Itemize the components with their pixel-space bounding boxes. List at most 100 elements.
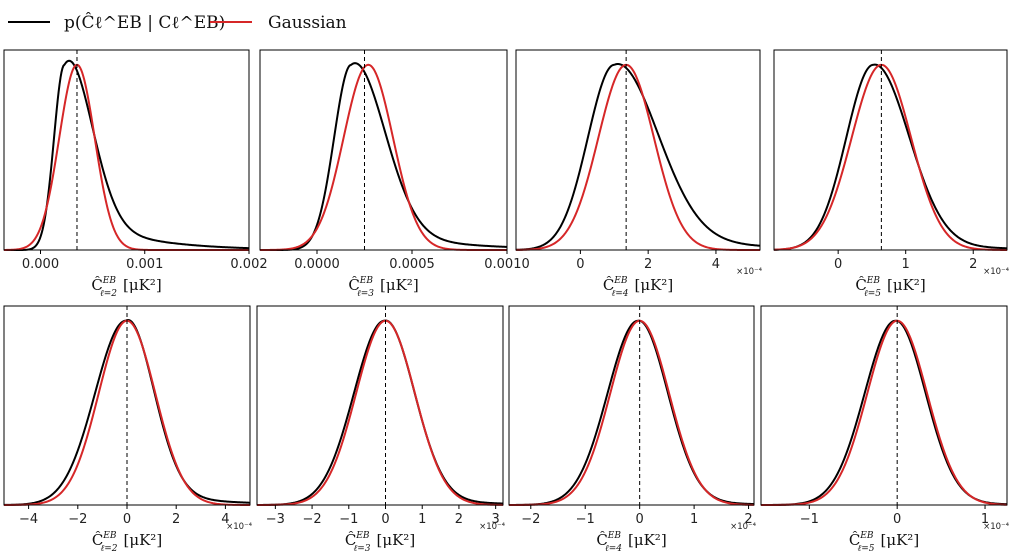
x-tick-label: 2 <box>969 257 977 272</box>
x-tick-label: −1 <box>339 512 358 527</box>
x-axis-label-symbol: Ĉ <box>91 276 102 294</box>
x-tick-label: 0 <box>123 512 131 527</box>
x-axis-label-unit: [μK²] <box>123 276 162 294</box>
x-axis-label-symbol: Ĉ <box>348 276 359 294</box>
x-axis-label-sub: ℓ=4 <box>611 289 628 299</box>
x-tick-label: 0 <box>381 512 389 527</box>
axes-frame-4 <box>773 49 1008 251</box>
x-tick-label: 2 <box>172 512 180 527</box>
panel-7: −2 −1 0 1 2×10⁻⁴ ĈEB ℓ=4 [μK²] <box>508 305 757 554</box>
x-tick-label: 1 <box>981 512 989 527</box>
x-axis-label-unit: [μK²] <box>124 531 163 549</box>
panel-8: −1 0 1×10⁻⁴ ĈEB ℓ=5 [μK²] <box>760 305 1010 554</box>
curve-gaussian-6 <box>257 319 504 506</box>
x-tick-label: −3 <box>266 512 285 527</box>
x-tick-label: −1 <box>576 512 595 527</box>
x-axis-label-sup: EB <box>859 531 874 541</box>
x-tick-label: 0.001 <box>126 257 163 272</box>
x-axis-label-symbol: Ĉ <box>345 531 356 549</box>
x-tick-label: 2 <box>644 257 652 272</box>
x-axis-label-unit: [μK²] <box>377 531 416 549</box>
x-tick-label: 2 <box>744 512 752 527</box>
curve-likelihood-6 <box>257 319 504 506</box>
curve-likelihood-4 <box>773 63 1008 251</box>
x-tick-label: 0 <box>636 512 644 527</box>
x-axis-label: ĈEB ℓ=2 [μK²] <box>92 531 162 554</box>
x-tick-label: 3 <box>492 512 500 527</box>
legend-label-black: p(Ĉℓ^EB | Cℓ^EB) <box>64 12 225 33</box>
x-axis-label: ĈEB ℓ=3 [μK²] <box>345 531 415 554</box>
axes-frame-2 <box>259 49 508 251</box>
panel-5: −4 −2 0 2 4×10⁻⁴ ĈEB ℓ=2 [μK²] <box>3 305 253 554</box>
x-tick-label: −2 <box>521 512 540 527</box>
x-multiplier: ×10⁻⁴ <box>736 267 762 277</box>
curve-likelihood-3 <box>515 63 761 251</box>
axes-frame-7 <box>508 305 755 506</box>
panel-3: 0 2 4 ×10⁻⁴ ĈEB ℓ=4 [μK²] <box>515 49 763 299</box>
panel-6: −3 −2 −1 0 1 2 3×10⁻⁴ ĈEB ℓ=3 [μK²] <box>256 305 506 554</box>
x-tick-label: 2 <box>455 512 463 527</box>
x-multiplier: ×10⁻⁴ <box>983 522 1009 532</box>
x-multiplier: ×10⁻⁴ <box>226 522 252 532</box>
axes-frame-6 <box>256 305 504 506</box>
x-axis-label-sup: EB <box>359 276 374 286</box>
x-multiplier: ×10⁻⁴ <box>983 267 1009 277</box>
x-axis-label-unit: [μK²] <box>380 276 419 294</box>
x-axis-label-sup: EB <box>355 531 370 541</box>
x-axis-label: ĈEB ℓ=3 [μK²] <box>348 276 418 299</box>
curve-likelihood-8 <box>761 319 1008 506</box>
x-tick-label: 0.0000 <box>294 257 340 272</box>
x-axis-label: ĈEB ℓ=4 [μK²] <box>603 276 673 299</box>
x-tick-label: 4 <box>712 257 720 272</box>
x-tick-label: 0.0010 <box>484 257 530 272</box>
x-tick-label: 0 <box>893 512 901 527</box>
x-tick-label: −4 <box>19 512 38 527</box>
curve-gaussian-4 <box>773 63 1008 251</box>
x-tick-label: 0.000 <box>22 257 59 272</box>
x-axis-label-unit: [μK²] <box>887 276 926 294</box>
axes-frame-8 <box>760 305 1008 506</box>
x-axis-label-sub: ℓ=5 <box>864 289 881 299</box>
curve-gaussian-7 <box>509 319 755 506</box>
curve-gaussian-1 <box>3 63 249 251</box>
x-axis-label: ĈEB ℓ=2 [μK²] <box>91 276 161 299</box>
axes-frame-3 <box>515 49 761 251</box>
x-tick-label: 0.0005 <box>389 257 435 272</box>
axes-frame-1 <box>3 49 250 251</box>
x-axis-label: ĈEB ℓ=5 [μK²] <box>855 276 925 299</box>
x-axis-label-sub: ℓ=2 <box>100 544 117 554</box>
legend: p(Ĉℓ^EB | Cℓ^EB) Gaussian <box>8 12 347 33</box>
curve-gaussian-2 <box>260 63 507 251</box>
panel-4: 0 1 2 ×10⁻⁴ ĈEB ℓ=5 [μK²] <box>773 49 1010 299</box>
panel-2: 0.0000 0.0005 0.0010 ĈEB ℓ=3 [μK²] <box>259 49 530 299</box>
x-axis-label-sup: EB <box>102 531 117 541</box>
curve-likelihood-7 <box>508 319 755 506</box>
x-axis-label-unit: [μK²] <box>628 531 667 549</box>
x-tick-label: −1 <box>800 512 819 527</box>
x-multiplier: ×10⁻⁴ <box>479 522 505 532</box>
x-tick-label: 1 <box>418 512 426 527</box>
x-axis-label-sub: ℓ=5 <box>857 544 874 554</box>
x-axis-label-unit: [μK²] <box>635 276 674 294</box>
x-axis-label-symbol: Ĉ <box>596 531 607 549</box>
x-axis-label: ĈEB ℓ=4 [μK²] <box>596 531 666 554</box>
x-axis-label-sub: ℓ=3 <box>353 544 370 554</box>
x-axis-label-sup: EB <box>607 531 622 541</box>
x-axis-label-symbol: Ĉ <box>92 531 103 549</box>
curve-gaussian-8 <box>761 319 1008 506</box>
x-tick-label: 0 <box>576 257 584 272</box>
legend-label-red: Gaussian <box>268 13 347 33</box>
x-axis-label-sub: ℓ=3 <box>357 289 374 299</box>
panel-1: 0.000 0.001 0.002 ĈEB ℓ=2 [μK²] <box>3 49 268 299</box>
x-axis-label-sup: EB <box>102 276 117 286</box>
x-tick-label: 1 <box>902 257 910 272</box>
x-axis-label-symbol: Ĉ <box>855 276 866 294</box>
curve-gaussian-3 <box>515 63 760 251</box>
x-multiplier: ×10⁻⁴ <box>730 522 756 532</box>
x-axis-label-symbol: Ĉ <box>603 276 614 294</box>
x-tick-label: 0.002 <box>230 257 267 272</box>
x-axis-label-sup: EB <box>613 276 628 286</box>
x-tick-label: −2 <box>68 512 87 527</box>
